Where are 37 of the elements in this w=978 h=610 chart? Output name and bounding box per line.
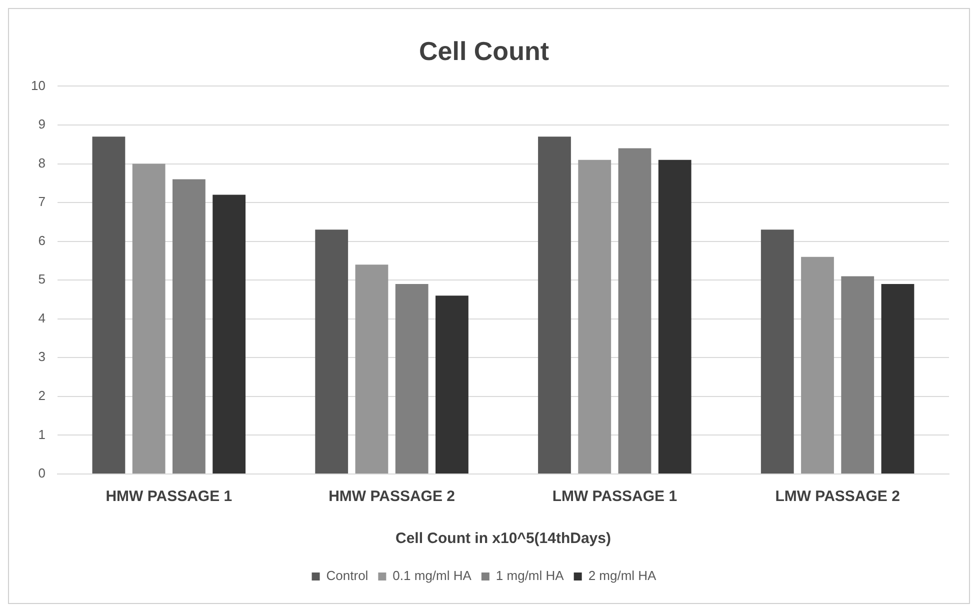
bar [881, 284, 914, 474]
bar [841, 276, 874, 474]
y-tick-label: 6 [38, 232, 46, 248]
bar [395, 284, 428, 474]
y-tick-label: 0 [38, 466, 46, 481]
y-tick-label: 8 [38, 155, 46, 170]
bar [538, 136, 571, 474]
x-tick-label: LMW PASSAGE 1 [552, 488, 678, 506]
bar [92, 136, 126, 474]
x-tick-label: HMW PASSAGE 1 [106, 488, 232, 506]
x-tick-label: HMW PASSAGE 2 [328, 488, 455, 506]
y-tick-label: 10 [30, 78, 46, 93]
y-tick-label: 9 [38, 116, 46, 132]
bar [436, 296, 468, 474]
bar [760, 230, 794, 474]
legend-label: 1 mg/ml HA [496, 568, 564, 584]
legend-label: 0.1 mg/ml HA [392, 568, 472, 584]
bar [212, 194, 246, 474]
bar [801, 256, 834, 474]
chart-title: Cell Count [419, 36, 550, 66]
bar [315, 230, 348, 474]
bar [658, 160, 692, 474]
bar [172, 179, 206, 474]
x-axis-title: Cell Count in x10^5(14thDays) [395, 530, 611, 548]
bar [578, 160, 612, 474]
bar [132, 164, 166, 474]
legend-label: 2 mg/ml HA [588, 568, 657, 584]
y-tick-label: 4 [38, 310, 46, 326]
y-tick-label: 5 [38, 272, 46, 287]
y-tick-label: 3 [38, 349, 46, 364]
x-tick-label: LMW PASSAGE 2 [775, 488, 900, 506]
bar [618, 148, 652, 474]
legend-label: Control [326, 568, 368, 584]
y-tick-label: 1 [38, 426, 46, 442]
y-tick-label: 7 [38, 194, 46, 210]
bar [355, 264, 388, 474]
y-tick-label: 2 [38, 388, 46, 404]
